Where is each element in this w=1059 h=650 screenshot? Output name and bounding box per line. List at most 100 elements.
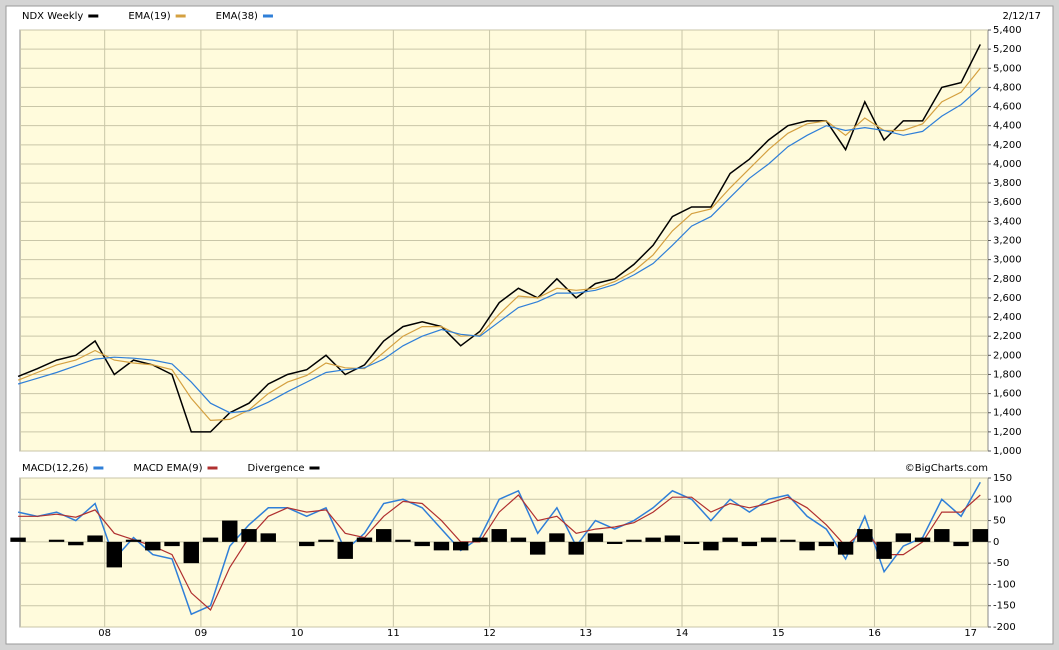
divergence-bar <box>953 541 969 547</box>
y-tick-label: -100 <box>993 579 1016 590</box>
y-tick-label: 4,800 <box>993 82 1022 93</box>
divergence-bar <box>626 539 642 542</box>
y-tick-label: 2,600 <box>993 293 1022 304</box>
divergence-bar <box>895 533 912 542</box>
y-tick-label: 2,800 <box>993 274 1022 285</box>
y-tick-label: 3,000 <box>993 255 1022 266</box>
divergence-bar <box>606 541 623 544</box>
divergence-bar <box>645 537 661 542</box>
x-tick-label: 15 <box>772 628 785 639</box>
y-tick-label: 5,400 <box>993 25 1022 36</box>
y-tick-label: 100 <box>993 494 1012 505</box>
divergence-bar <box>510 537 527 542</box>
y-tick-label: -200 <box>993 622 1016 633</box>
legend-label: MACD(12,26) <box>22 463 89 474</box>
credit: ©BigCharts.com <box>905 463 988 474</box>
y-tick-label: 4,600 <box>993 102 1022 113</box>
divergence-bar <box>241 529 257 542</box>
divergence-bar <box>664 535 681 542</box>
divergence-bar <box>183 541 199 564</box>
y-tick-label: 0 <box>993 537 999 548</box>
x-tick-label: 17 <box>964 628 977 639</box>
y-tick-label: 4,400 <box>993 121 1022 132</box>
y-tick-label: 5,200 <box>993 44 1022 55</box>
y-tick-label: 2,400 <box>993 312 1022 323</box>
divergence-bar <box>87 535 103 542</box>
x-tick-label: 10 <box>291 628 304 639</box>
series-line <box>17 86 981 414</box>
y-tick-label: 1,800 <box>993 369 1022 380</box>
legend-label: MACD EMA(9) <box>133 463 202 474</box>
divergence-bar <box>568 541 584 555</box>
divergence-bar <box>818 541 835 547</box>
plot-area <box>19 477 989 628</box>
date-label: 2/12/17 <box>1002 11 1041 22</box>
divergence-bar <box>260 533 276 542</box>
divergence-bar <box>376 529 392 542</box>
x-tick-label: 12 <box>483 628 496 639</box>
divergence-bar <box>10 537 26 542</box>
divergence-bar <box>529 541 546 555</box>
y-tick-label: 150 <box>993 473 1012 484</box>
divergence-bar <box>703 541 719 551</box>
divergence-bar <box>837 541 854 555</box>
series-line <box>17 481 981 616</box>
y-tick-label: 1,000 <box>993 446 1022 457</box>
divergence-bar <box>722 537 738 542</box>
y-tick-label: 2,200 <box>993 331 1022 342</box>
legend-label: NDX Weekly <box>22 11 83 22</box>
divergence-bar <box>337 541 353 559</box>
x-tick-label: 13 <box>579 628 592 639</box>
y-tick-label: -50 <box>993 558 1009 569</box>
divergence-bar <box>972 529 988 542</box>
divergence-bar <box>68 541 84 546</box>
x-tick-label: 08 <box>98 628 111 639</box>
divergence-bar <box>318 539 334 542</box>
divergence-bar <box>414 541 430 547</box>
divergence-bar <box>145 541 161 551</box>
divergence-bar <box>48 539 65 542</box>
x-tick-label: 09 <box>195 628 208 639</box>
y-tick-label: 2,000 <box>993 350 1022 361</box>
divergence-bar <box>491 529 507 542</box>
divergence-bar <box>857 529 873 542</box>
divergence-bar <box>395 539 411 542</box>
x-tick-label: 11 <box>387 628 400 639</box>
divergence-bar <box>356 537 373 542</box>
y-tick-label: 3,800 <box>993 178 1022 189</box>
y-tick-label: 3,600 <box>993 197 1022 208</box>
divergence-bar <box>799 541 815 551</box>
y-tick-label: 4,000 <box>993 159 1022 170</box>
divergence-bar <box>125 539 142 542</box>
divergence-bar <box>222 520 238 542</box>
divergence-bar <box>876 541 892 559</box>
y-tick-label: 3,200 <box>993 236 1022 247</box>
divergence-bar <box>587 533 604 542</box>
y-tick-label: 5,000 <box>993 63 1022 74</box>
divergence-bar <box>780 539 796 542</box>
divergence-bar <box>760 537 777 542</box>
divergence-bar <box>299 541 315 547</box>
divergence-bar <box>934 529 950 542</box>
x-tick-label: 16 <box>868 628 881 639</box>
divergence-bar <box>741 541 758 547</box>
divergence-bar <box>683 541 700 544</box>
divergence-bar <box>433 541 450 551</box>
x-tick-label: 14 <box>676 628 689 639</box>
divergence-bar <box>202 537 219 542</box>
y-tick-label: 3,400 <box>993 216 1022 227</box>
series-line <box>17 44 981 433</box>
series-line <box>17 67 981 422</box>
divergence-bar <box>106 541 122 568</box>
y-tick-label: 50 <box>993 516 1006 527</box>
y-tick-label: 4,200 <box>993 140 1022 151</box>
divergence-bar <box>914 537 931 542</box>
legend-label: EMA(19) <box>128 11 170 22</box>
series-line <box>18 494 981 611</box>
divergence-bar <box>549 533 565 542</box>
y-tick-label: -150 <box>993 601 1016 612</box>
y-tick-label: 1,200 <box>993 427 1022 438</box>
divergence-bar <box>164 541 180 547</box>
divergence-bar <box>453 541 469 551</box>
